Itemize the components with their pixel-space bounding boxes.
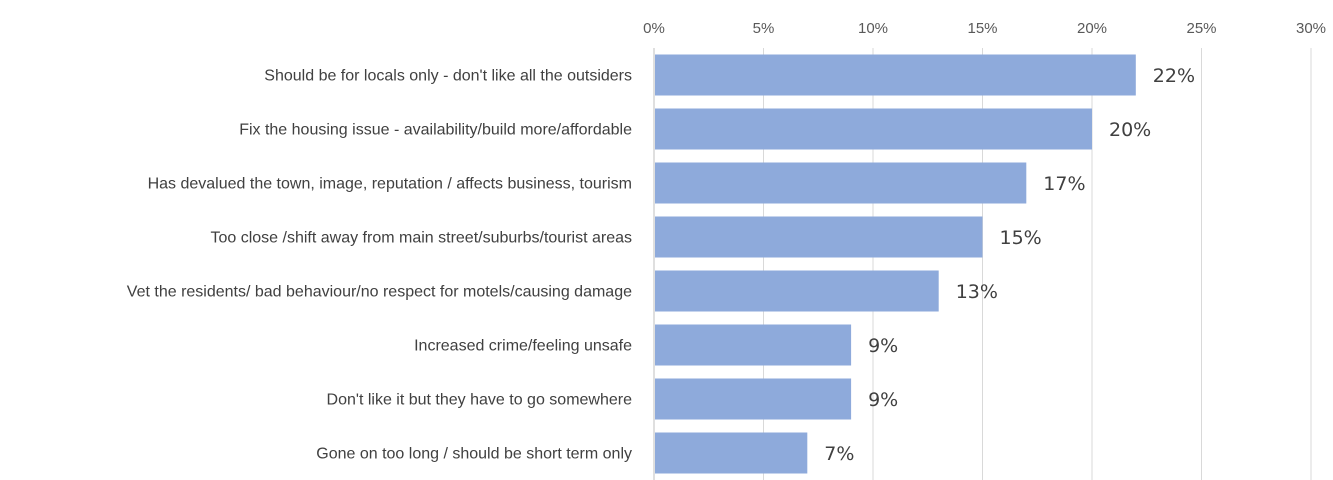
data-label: 9%	[868, 389, 898, 411]
bar	[655, 54, 1136, 96]
x-tick-label: 15%	[967, 20, 997, 37]
data-label: 13%	[956, 281, 998, 303]
bar	[655, 270, 939, 312]
x-tick-label: 5%	[753, 20, 775, 37]
category-labels: Should be for locals only - don't like a…	[127, 68, 632, 463]
category-label: Gone on too long / should be short term …	[316, 446, 632, 463]
data-label: 22%	[1153, 65, 1195, 87]
bar	[655, 324, 852, 366]
bar	[655, 216, 983, 258]
category-label: Should be for locals only - don't like a…	[264, 68, 632, 85]
category-label: Fix the housing issue - availability/bui…	[239, 122, 632, 139]
bar	[655, 162, 1027, 204]
data-label: 17%	[1043, 173, 1085, 195]
x-tick-label: 0%	[643, 20, 665, 37]
bar	[655, 432, 808, 474]
bars	[655, 54, 1136, 474]
category-label: Too close /shift away from main street/s…	[210, 230, 632, 247]
data-label: 7%	[824, 443, 854, 465]
category-label: Increased crime/feeling unsafe	[414, 338, 632, 355]
bar	[655, 108, 1092, 150]
x-tick-label: 30%	[1296, 20, 1326, 37]
data-labels: 22% 20% 17% 15% 13% 9% 9% 7%	[824, 65, 1195, 465]
category-label: Has devalued the town, image, reputation…	[148, 176, 632, 193]
x-tick-label: 10%	[858, 20, 888, 37]
data-label: 20%	[1109, 119, 1151, 141]
x-axis-ticks: 0% 5% 10% 15% 20% 25% 30%	[643, 20, 1326, 37]
category-label: Vet the residents/ bad behaviour/no resp…	[127, 284, 632, 301]
category-label: Don't like it but they have to go somewh…	[327, 392, 633, 409]
data-label: 15%	[1000, 227, 1042, 249]
x-tick-label: 20%	[1077, 20, 1107, 37]
data-label: 9%	[868, 335, 898, 357]
bar	[655, 378, 852, 420]
x-tick-label: 25%	[1186, 20, 1216, 37]
